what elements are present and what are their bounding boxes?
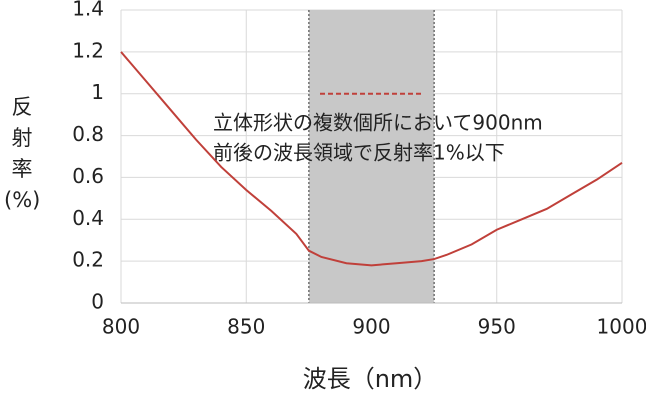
annotation: 前後の波長領域で反射率1%以下 bbox=[213, 141, 505, 165]
x-tick-label: 850 bbox=[227, 315, 265, 339]
annotation: 立体形状の複数個所において900nm bbox=[213, 111, 543, 135]
x-axis-label: 波長（nm） bbox=[303, 365, 438, 393]
y-tick-label: 0.8 bbox=[72, 122, 104, 146]
series-line bbox=[120, 51, 623, 267]
y-tick-label: 1 bbox=[91, 80, 104, 104]
x-tick-label: 1000 bbox=[597, 315, 646, 339]
y-tick-label: 0.4 bbox=[72, 206, 104, 230]
x-tick-label: 800 bbox=[102, 315, 140, 339]
x-tick-label: 900 bbox=[352, 315, 390, 339]
y-axis-label: 反射率(%) bbox=[4, 95, 41, 212]
y-tick-label: 1.2 bbox=[72, 38, 104, 62]
y-tick-label: 0.2 bbox=[72, 248, 104, 272]
y-tick-label: 0 bbox=[91, 290, 104, 314]
highlight-band bbox=[308, 10, 435, 303]
y-tick-label: 0.6 bbox=[72, 164, 104, 188]
x-tick-label: 950 bbox=[478, 315, 516, 339]
y-tick-label: 1.4 bbox=[72, 0, 104, 21]
